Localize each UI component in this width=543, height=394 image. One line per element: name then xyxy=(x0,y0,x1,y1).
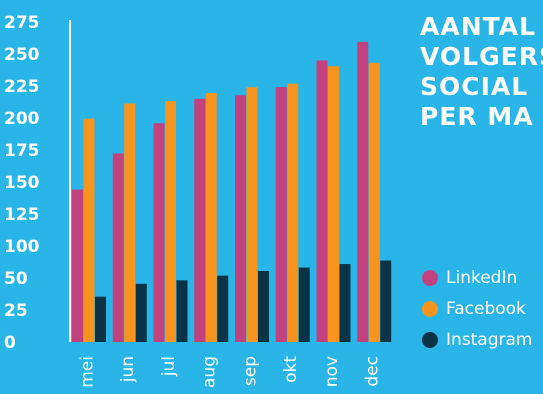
chart-title-line: AANTAL xyxy=(420,12,537,41)
x-tick-label: sep xyxy=(240,356,260,386)
bar-instagram-sep xyxy=(258,271,269,342)
bar-linkedin-okt xyxy=(275,87,287,342)
legend-label: Instagram xyxy=(446,329,533,350)
y-tick-label: 275 xyxy=(4,13,40,33)
y-tick-label: 100 xyxy=(4,237,40,257)
bar-instagram-dec xyxy=(380,260,392,342)
bar-instagram-okt xyxy=(298,267,310,342)
y-tick-label: 25 xyxy=(4,301,28,321)
bar-linkedin-jun xyxy=(112,153,124,342)
bars-group xyxy=(72,41,392,343)
y-tick-label: 175 xyxy=(4,141,40,161)
bar-facebook-mei xyxy=(83,118,95,342)
bar-facebook-aug xyxy=(205,92,217,343)
bar-instagram-mei xyxy=(95,296,106,342)
bar-linkedin-aug xyxy=(194,98,206,342)
y-tick-label: 150 xyxy=(4,173,40,193)
y-tick-label: 0 xyxy=(4,333,16,353)
legend-label: Facebook xyxy=(446,298,526,319)
chart-legend: LinkedIn Facebook Instagram xyxy=(422,262,533,355)
bar-facebook-jul xyxy=(165,101,176,342)
bar-facebook-dec xyxy=(368,62,380,343)
legend-item-linkedin: LinkedIn xyxy=(422,262,533,293)
bar-instagram-jul xyxy=(176,280,188,342)
bar-facebook-okt xyxy=(287,83,299,342)
bar-instagram-jun xyxy=(135,283,147,342)
bar-linkedin-jul xyxy=(153,123,165,343)
chart-title-line: PER MA xyxy=(420,102,534,131)
y-tick-label: 200 xyxy=(4,109,40,129)
bar-facebook-nov xyxy=(328,66,339,342)
bar-linkedin-mei xyxy=(72,189,83,342)
bar-facebook-jun xyxy=(124,103,136,342)
bar-linkedin-nov xyxy=(316,60,328,343)
legend-label: LinkedIn xyxy=(446,267,518,288)
x-tick-label: nov xyxy=(322,356,342,387)
legend-swatch-facebook xyxy=(422,300,438,317)
x-tick-label: mei xyxy=(77,356,97,388)
y-tick-label: 50 xyxy=(4,269,28,289)
legend-swatch-instagram xyxy=(422,331,438,348)
y-tick-label: 125 xyxy=(4,205,40,225)
x-tick-label: okt xyxy=(281,356,301,383)
chart-title-line: SOCIAL xyxy=(420,72,529,101)
bar-facebook-sep xyxy=(246,87,258,342)
bar-linkedin-sep xyxy=(235,95,246,343)
legend-item-instagram: Instagram xyxy=(422,324,533,355)
x-axis-ticks: mei jun jul aug sep okt nov dec xyxy=(77,356,382,388)
x-tick-label: jun xyxy=(118,356,138,383)
x-tick-label: dec xyxy=(363,356,383,387)
bar-instagram-nov xyxy=(339,264,351,342)
bar-instagram-aug xyxy=(217,275,229,342)
x-tick-label: aug xyxy=(200,356,220,388)
x-tick-label: jul xyxy=(159,356,179,377)
legend-swatch-linkedin xyxy=(422,269,438,286)
legend-item-facebook: Facebook xyxy=(422,293,533,324)
y-tick-label: 250 xyxy=(4,45,40,65)
y-tick-label: 225 xyxy=(4,77,40,97)
bar-linkedin-dec xyxy=(357,41,369,342)
